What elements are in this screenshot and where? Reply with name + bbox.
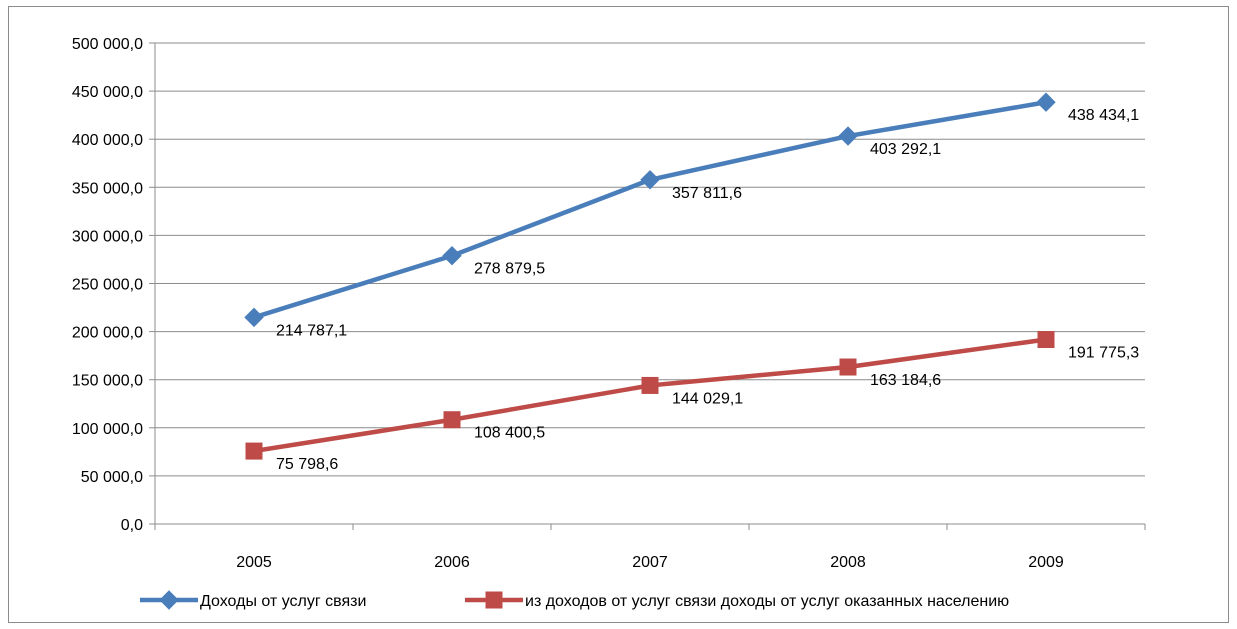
legend: Доходы от услуг связи из доходов от услуг…	[140, 590, 1009, 610]
y-tick-label: 250 000,0	[72, 277, 143, 294]
x-tick-label: 2009	[1028, 554, 1064, 571]
y-tick-label: 400 000,0	[72, 132, 143, 149]
data-point-series-1	[640, 170, 660, 190]
series-line-2	[251, 337, 1049, 454]
y-tick-label: 450 000,0	[72, 84, 143, 101]
data-point-series-1	[244, 307, 264, 328]
data-point-series-2	[443, 411, 461, 429]
x-tick-label: 2007	[632, 554, 668, 571]
data-label-series-1: 403 292,1	[870, 141, 941, 158]
legend-label: из доходов от услуг связи доходы от услу…	[525, 593, 1009, 610]
series-line-1	[251, 99, 1049, 320]
data-point-series-2	[839, 358, 857, 376]
x-tick-label: 2008	[830, 554, 866, 571]
y-tick-label: 0,0	[121, 517, 143, 534]
y-tick-label: 150 000,0	[72, 373, 143, 390]
data-point-series-2	[245, 442, 263, 460]
y-tick-label: 300 000,0	[72, 228, 143, 245]
legend-marker	[159, 590, 179, 610]
gridlines	[155, 42, 1145, 477]
data-point-series-1	[838, 126, 858, 146]
y-tick-label: 50 000,0	[81, 469, 143, 486]
y-tick-label: 350 000,0	[72, 180, 143, 197]
data-label-series-2: 108 400,5	[474, 425, 545, 442]
data-label-series-1: 278 879,5	[474, 261, 545, 278]
data-label-series-1: 357 811,6	[672, 185, 742, 202]
data-label-series-2: 144 029,1	[672, 390, 743, 407]
axes: 0,0 50 000,0 100 000,0 150 000,0 200 000,0 25…	[72, 36, 1146, 571]
y-tick-label: 200 000,0	[72, 325, 143, 342]
data-labels: 214 787,1 278 879,5 357 811,6 403 292,1 438 …	[276, 107, 1139, 473]
y-tick-label: 100 000,0	[72, 421, 143, 438]
data-label-series-1: 438 434,1	[1068, 107, 1139, 124]
data-label-series-1: 214 787,1	[276, 322, 347, 339]
data-point-series-2	[1037, 331, 1055, 349]
y-tick-label: 500 000,0	[72, 36, 143, 53]
series	[244, 92, 1056, 460]
data-label-series-2: 191 775,3	[1068, 345, 1139, 362]
legend-label: Доходы от услуг связи	[200, 593, 366, 610]
chart-frame	[8, 6, 1229, 623]
data-point-series-1	[442, 246, 462, 266]
data-point-series-1	[1036, 92, 1056, 112]
data-label-series-2: 75 798,6	[276, 456, 338, 473]
data-label-series-2: 163 184,6	[870, 372, 941, 389]
x-tick-label: 2006	[434, 554, 470, 571]
x-tick-label: 2005	[236, 554, 272, 571]
data-point-series-2	[641, 376, 659, 394]
legend-marker	[485, 591, 503, 609]
